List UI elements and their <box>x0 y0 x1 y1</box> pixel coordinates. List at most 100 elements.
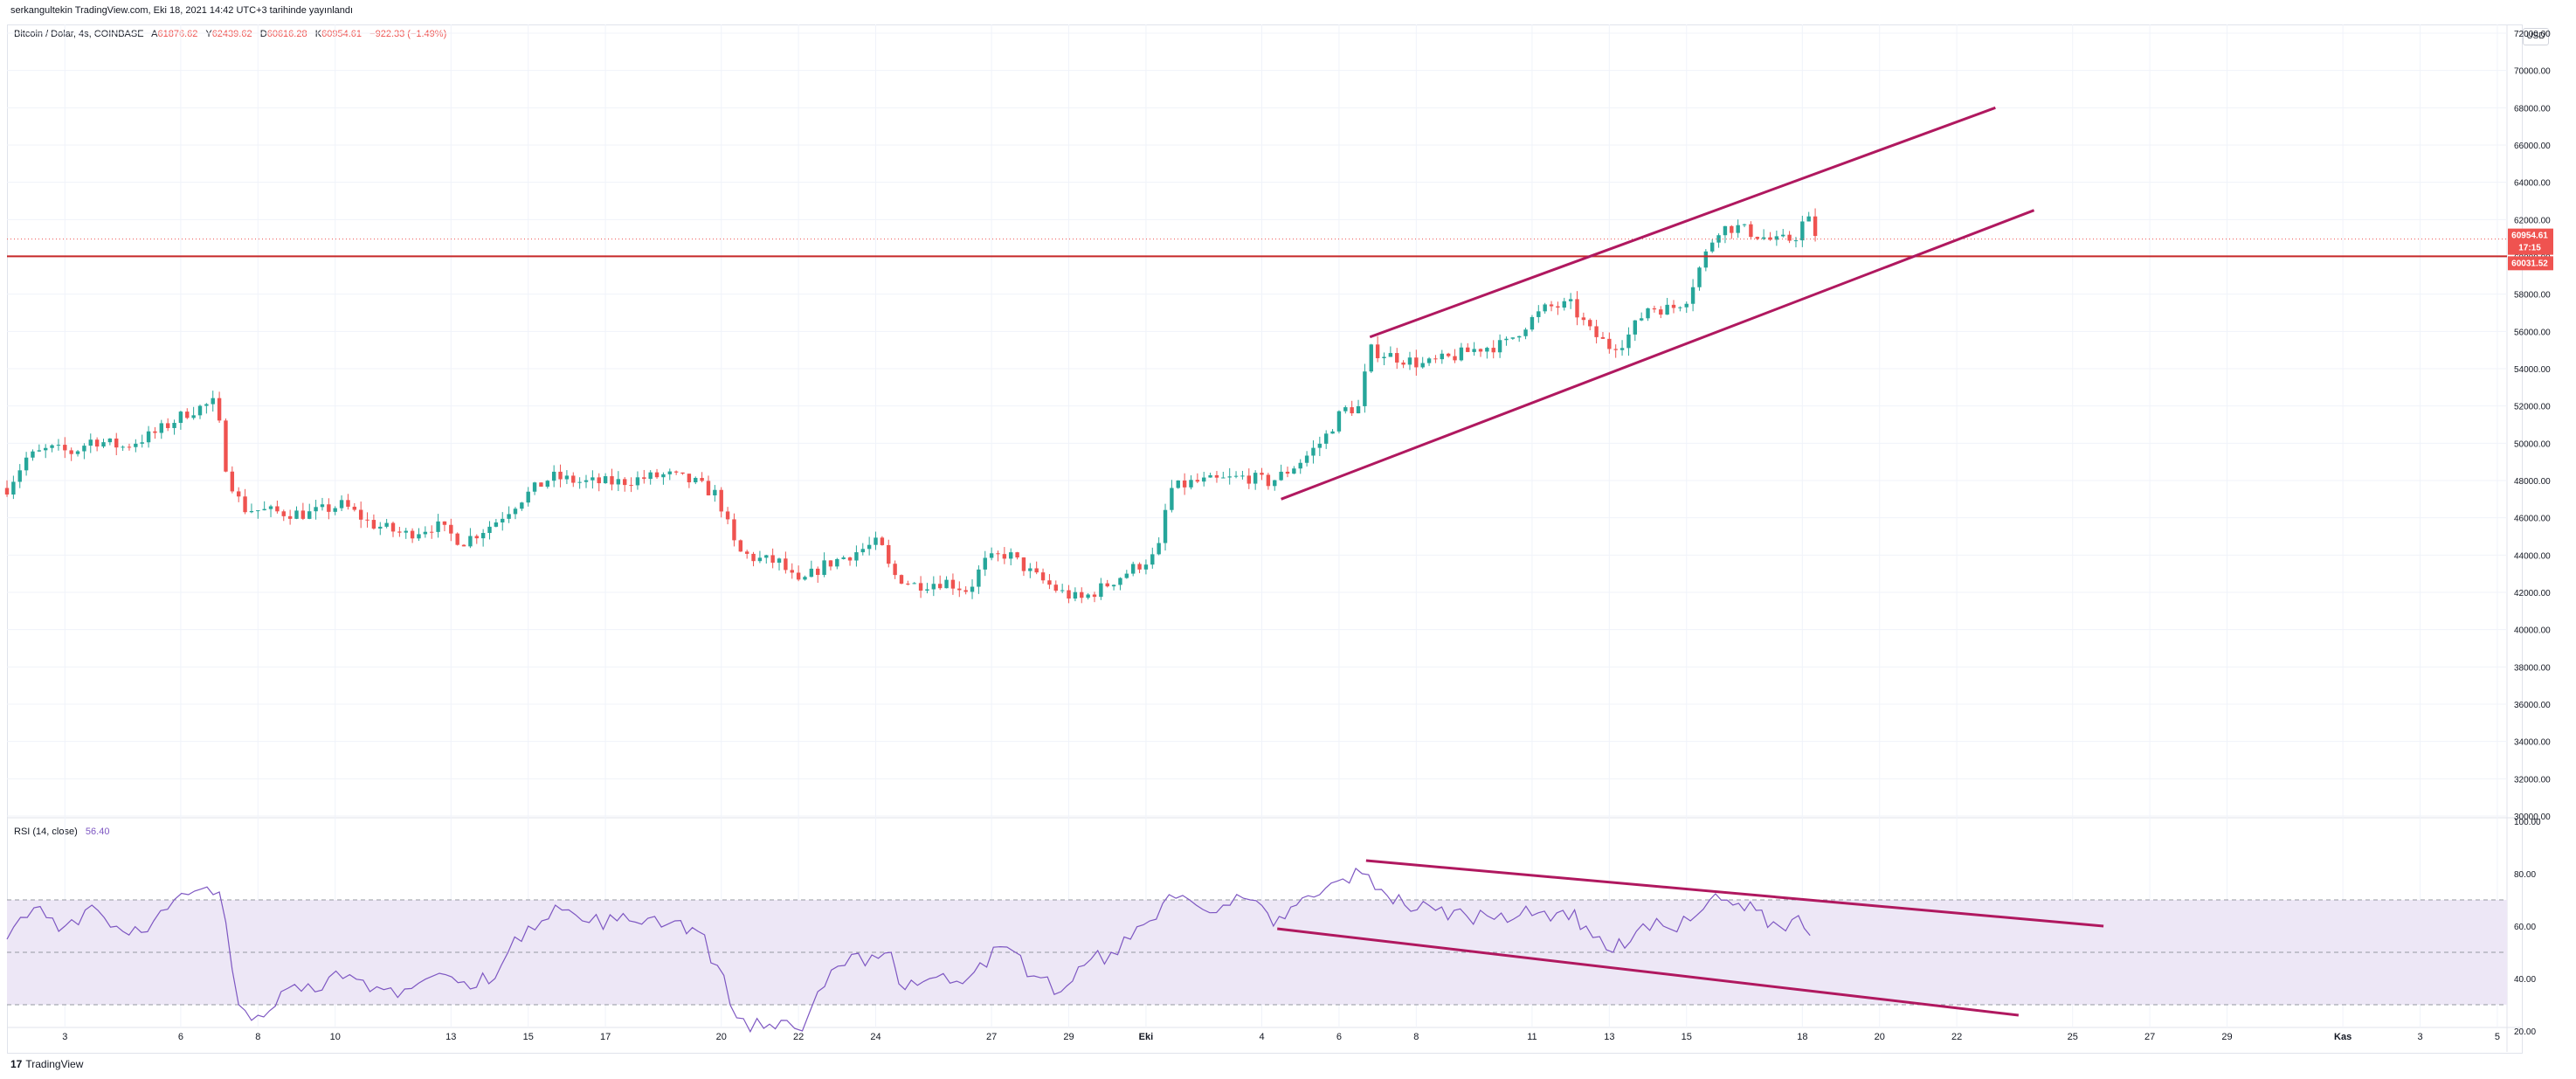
candle-up <box>378 526 383 529</box>
price-tick-label: 32000.00 <box>2514 775 2551 785</box>
channel-trendline <box>1281 209 2035 501</box>
candle-up <box>1646 308 1650 319</box>
candle-up <box>146 431 151 443</box>
rsi-tick-label: 40.00 <box>2514 975 2536 985</box>
candle-down <box>165 423 170 428</box>
date-tick-label: Kas <box>2334 1032 2352 1042</box>
candle-down <box>597 477 601 484</box>
candle-down <box>847 557 853 561</box>
candle-down <box>69 450 73 454</box>
price-tick-label: 48000.00 <box>2514 477 2551 487</box>
candle-up <box>197 405 203 416</box>
rsi-legend: RSI (14, close) 56.40 <box>14 827 109 837</box>
author-name[interactable]: serkangultekin <box>10 5 73 16</box>
candle-up <box>860 549 865 553</box>
rsi-trendline <box>1277 927 2020 1017</box>
candle-up <box>1420 363 1425 368</box>
candle-up <box>841 557 846 559</box>
candle-up <box>1716 235 1721 243</box>
candle-up <box>1304 455 1309 463</box>
open-value: 61876.62 <box>157 29 198 39</box>
candle-up <box>616 479 621 485</box>
candle-down <box>996 553 1000 555</box>
candle-up <box>867 544 872 550</box>
candle-up <box>1150 554 1155 565</box>
candle-up <box>835 558 839 567</box>
candle-down <box>217 398 222 421</box>
high-value: 62439.62 <box>211 29 252 39</box>
candle-up <box>1130 564 1136 574</box>
candle-down <box>751 553 756 562</box>
candle-up <box>1311 447 1316 456</box>
price-tick-label: 40000.00 <box>2514 626 2551 636</box>
candle-up <box>1504 338 1509 341</box>
candle-up <box>532 482 537 492</box>
candle-down <box>1813 216 1818 237</box>
candle-up <box>661 474 666 478</box>
candles-group <box>4 208 1818 604</box>
candle-up <box>339 500 344 508</box>
channel-trendline <box>1369 106 1996 339</box>
candle-up <box>417 534 421 539</box>
candle-up <box>1086 594 1090 598</box>
rsi-tick-label: 60.00 <box>2514 923 2536 932</box>
candle-down <box>1350 407 1354 414</box>
rsi-trendline <box>1365 859 2104 928</box>
candle-down <box>1247 475 1251 484</box>
candle-up <box>1298 462 1302 469</box>
candle-up <box>694 478 698 483</box>
candle-up <box>1356 405 1361 414</box>
date-tick-label: 18 <box>1797 1032 1807 1042</box>
tradingview-logo[interactable]: 17 TradingView <box>10 1058 83 1070</box>
candle-down <box>1588 320 1592 327</box>
candle-down <box>1414 357 1419 368</box>
candle-up <box>1073 591 1078 599</box>
rsi-value: 56.40 <box>85 827 110 837</box>
rsi-label: RSI (14, close) <box>14 827 78 837</box>
candle-down <box>918 583 923 591</box>
candle-up <box>1459 347 1464 361</box>
candle-up <box>777 558 782 564</box>
candle-up <box>11 481 16 495</box>
candle-up <box>1800 221 1805 241</box>
candle-down <box>770 555 775 564</box>
candle-up <box>384 522 389 527</box>
currency-button[interactable]: USD <box>2523 28 2549 45</box>
date-tick-label: 24 <box>870 1032 881 1042</box>
candle-down <box>1768 237 1772 240</box>
candle-up <box>333 508 337 512</box>
candle-down <box>1466 347 1470 352</box>
candle-up <box>31 451 35 458</box>
date-tick-label: 27 <box>986 1032 997 1042</box>
price-tick-label: 62000.00 <box>2514 216 2551 225</box>
level-price-badge-bg <box>2508 256 2553 271</box>
candle-down <box>1652 308 1657 310</box>
date-tick-label: Eki <box>1139 1032 1154 1042</box>
candle-up <box>1761 237 1766 239</box>
price-tick-label: 52000.00 <box>2514 403 2551 412</box>
candle-up <box>1343 407 1348 412</box>
candle-up <box>590 477 595 481</box>
candle-up <box>1806 216 1811 222</box>
candle-down <box>673 471 679 473</box>
candle-up <box>1626 334 1631 349</box>
date-tick-label: 4 <box>1259 1032 1264 1042</box>
date-tick-label: 25 <box>2068 1032 2078 1042</box>
candle-up <box>1684 303 1689 308</box>
high-label: Y <box>205 29 212 39</box>
candle-up <box>494 522 499 527</box>
candle-up <box>262 508 266 511</box>
candle-up <box>577 481 582 483</box>
candle-down <box>629 485 633 487</box>
candle-up <box>584 480 589 482</box>
price-tick-label: 72000.00 <box>2514 30 2551 39</box>
price-tick-label: 44000.00 <box>2514 551 2551 561</box>
candle-down <box>687 474 692 483</box>
candle-down <box>1105 583 1109 587</box>
candle-up <box>635 477 640 486</box>
date-tick-label: 6 <box>178 1032 183 1042</box>
candle-down <box>1749 224 1753 238</box>
candle-down <box>950 579 956 589</box>
candle-up <box>1543 304 1547 312</box>
